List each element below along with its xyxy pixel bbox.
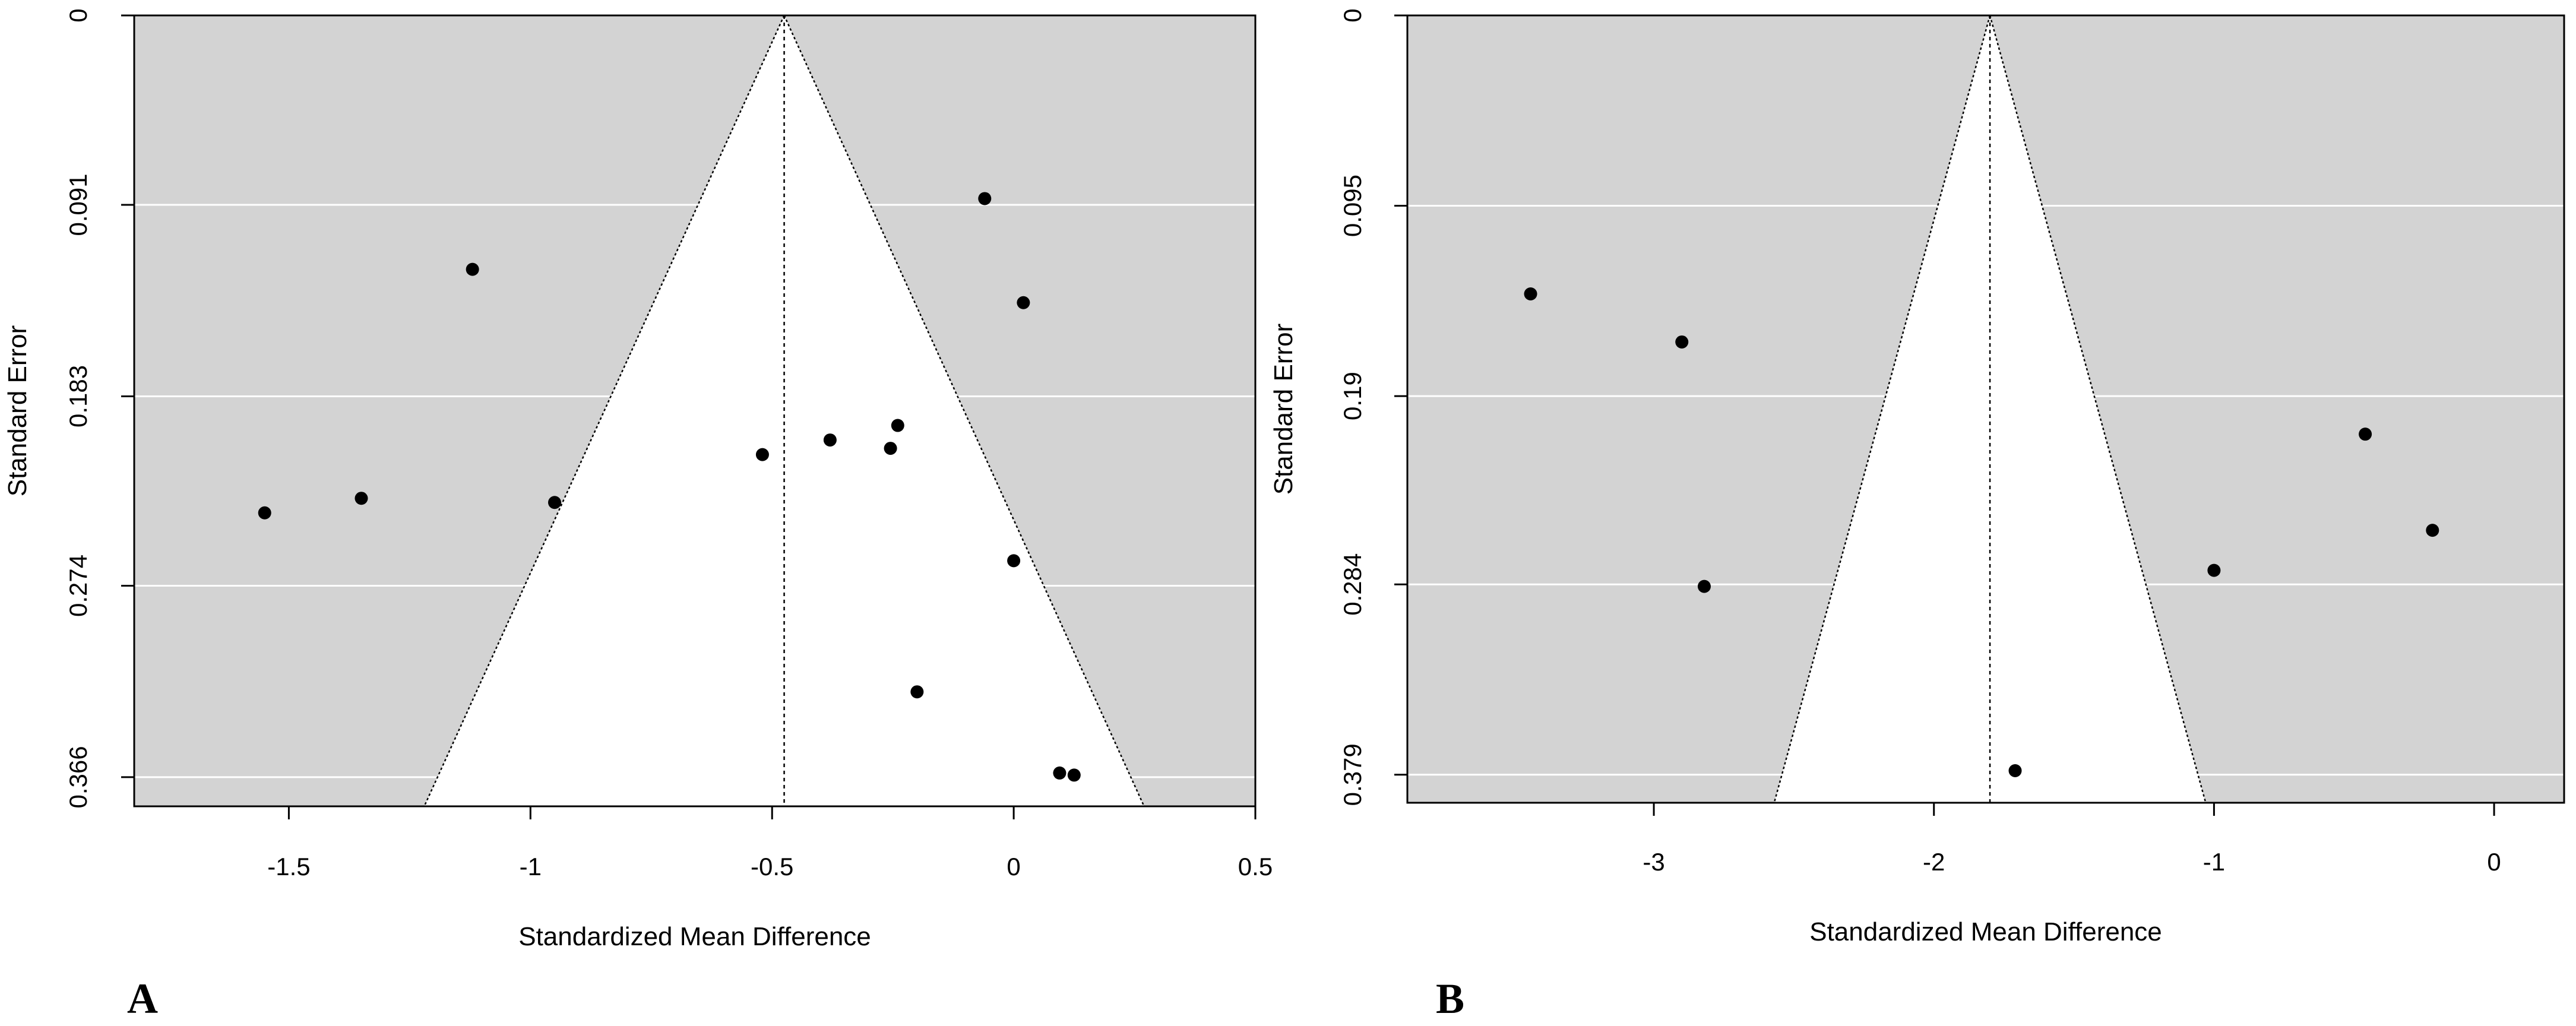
funnel-plot-panel-a: -1.5 -1 -0.5 0 0.5 Standardized Mean Differen… — [3, 8, 1273, 1022]
study-point — [884, 442, 897, 455]
study-point — [1017, 296, 1030, 309]
x-tick-label: 0.5 — [1238, 853, 1273, 881]
study-point — [2207, 563, 2221, 577]
study-point — [2426, 524, 2439, 537]
y-tick-label: 0.091 — [64, 173, 92, 236]
x-tick-label: 0 — [2487, 848, 2501, 876]
study-point — [1697, 580, 1711, 593]
funnel-plot-panel-b: -3 -2 -1 0 Standardized Mean Difference 0 0.09… — [1269, 8, 2565, 1022]
x-axis-title: Standardized Mean Difference — [518, 922, 871, 951]
y-tick-label: 0.366 — [64, 746, 92, 808]
y-tick-label: 0.183 — [64, 365, 92, 428]
funnel-left-edge — [1773, 15, 1991, 803]
study-point — [548, 496, 561, 509]
study-point — [1007, 554, 1021, 568]
x-axis: -1.5 -1 -0.5 0 0.5 — [267, 805, 1273, 881]
y-tick-label: 0.284 — [1338, 553, 1366, 616]
x-tick-label: -1.5 — [267, 853, 310, 881]
x-tick-label: -0.5 — [751, 853, 793, 881]
x-axis-title: Standardized Mean Difference — [1809, 917, 2162, 946]
study-point — [755, 448, 769, 461]
x-axis: -3 -2 -1 0 — [1643, 802, 2501, 876]
y-tick-label: 0.19 — [1338, 372, 1366, 420]
y-axis-title: Standard Error — [3, 325, 32, 497]
funnel-region — [1773, 15, 2207, 803]
funnel-right-edge — [1989, 15, 2207, 803]
x-tick-label: -3 — [1643, 848, 1664, 876]
funnel-region — [423, 15, 1145, 806]
x-tick-label: 0 — [1007, 853, 1020, 881]
study-point — [978, 192, 992, 205]
data-points — [1524, 287, 2439, 778]
y-axis: 0 0.091 0.183 0.274 0.366 — [64, 8, 135, 808]
y-tick-label: 0.379 — [1338, 743, 1366, 806]
study-point — [1067, 768, 1081, 782]
funnel-right-edge — [783, 15, 1145, 806]
study-point — [466, 262, 479, 276]
x-tick-label: -2 — [1923, 848, 1945, 876]
x-tick-label: -1 — [2203, 848, 2225, 876]
panel-letter: B — [1436, 975, 1464, 1022]
study-point — [1524, 287, 1537, 300]
y-tick-label: 0 — [64, 8, 92, 22]
y-tick-label: 0.095 — [1338, 175, 1366, 237]
study-point — [2359, 428, 2372, 441]
y-tick-label: 0.274 — [64, 555, 92, 617]
y-axis-title: Standard Error — [1269, 324, 1298, 495]
panel-letter: A — [127, 975, 158, 1022]
y-axis: 0 0.095 0.19 0.284 0.379 — [1338, 8, 1409, 806]
study-point — [1675, 335, 1689, 349]
study-point — [823, 433, 837, 447]
data-points — [258, 192, 1081, 782]
study-point — [1053, 766, 1067, 780]
funnel-left-edge — [423, 15, 785, 806]
study-point — [891, 419, 904, 432]
study-point — [258, 506, 271, 520]
study-point — [2008, 764, 2022, 778]
study-point — [355, 492, 368, 505]
x-tick-label: -1 — [520, 853, 542, 881]
y-tick-label: 0 — [1338, 8, 1366, 22]
study-point — [910, 685, 924, 699]
